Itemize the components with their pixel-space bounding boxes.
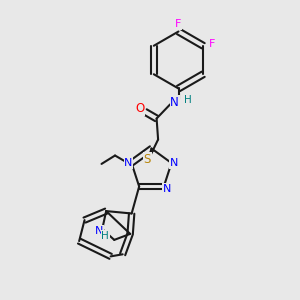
- Text: N: N: [124, 158, 133, 168]
- Text: N: N: [95, 226, 103, 236]
- Text: S: S: [144, 153, 151, 166]
- Text: N: N: [170, 158, 178, 168]
- Text: N: N: [163, 184, 171, 194]
- Text: F: F: [208, 39, 215, 49]
- Text: O: O: [135, 102, 144, 116]
- Text: N: N: [170, 95, 179, 109]
- Text: H: H: [101, 231, 109, 241]
- Text: F: F: [175, 19, 182, 29]
- Text: H: H: [184, 94, 191, 105]
